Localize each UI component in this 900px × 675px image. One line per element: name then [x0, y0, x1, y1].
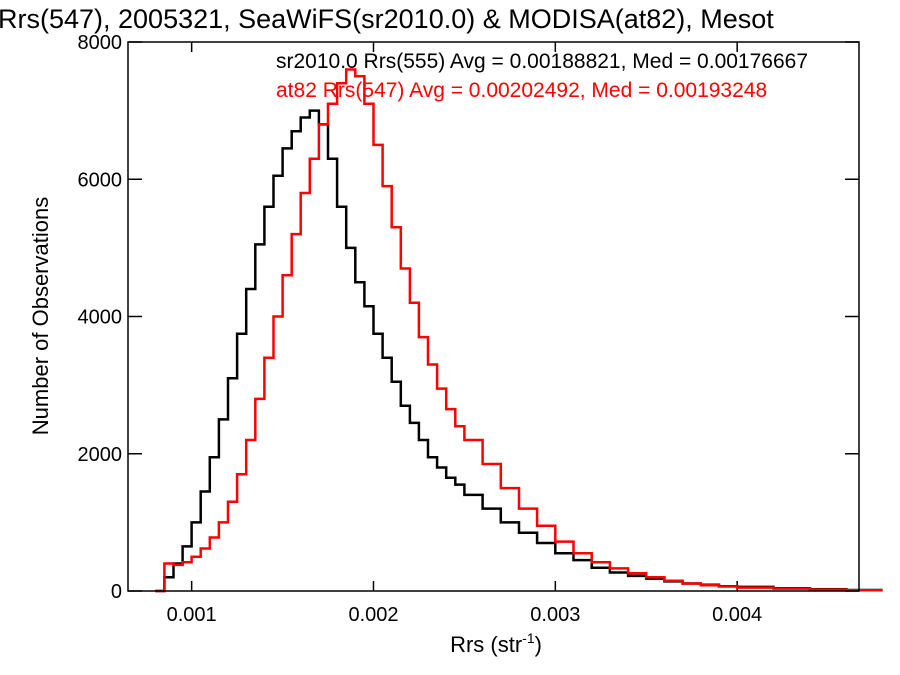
series-line-sr2010: [155, 109, 883, 593]
y-tick-label: 8000: [78, 32, 123, 54]
axis-ticks: 0.001 0.002 0.003 0.004 0 2000 4000 6000 8000: [78, 32, 859, 626]
y-axis-label: Number of Observations: [28, 197, 53, 435]
x-tick-label: 0.004: [712, 604, 762, 626]
legend-entry-red: at82 Rrs(547) Avg = 0.00202492, Med = 0.…: [276, 79, 767, 102]
x-axis-label: Rrs (str-1): [450, 630, 542, 657]
x-tick-label: 0.003: [530, 604, 580, 626]
x-tick-label: 0.001: [167, 604, 217, 626]
x-tick-label: 0.002: [348, 604, 398, 626]
y-tick-label: 0: [111, 581, 122, 603]
y-tick-label: 6000: [78, 169, 123, 191]
y-tick-label: 2000: [78, 444, 123, 466]
chart-title: Rrs(547), 2005321, SeaWiFS(sr2010.0) & M…: [0, 4, 774, 34]
x-axis-label-main: Rrs (str: [450, 632, 522, 657]
legend-entry-black: sr2010.0 Rrs(555) Avg = 0.00188821, Med …: [276, 50, 808, 73]
x-axis-label-superscript: -1: [522, 630, 535, 646]
series-line-at82: [155, 68, 883, 593]
series-layer: [155, 68, 883, 593]
plot-frame: [127, 41, 860, 592]
x-axis-label-close: ): [535, 632, 542, 657]
y-tick-label: 4000: [78, 307, 123, 329]
